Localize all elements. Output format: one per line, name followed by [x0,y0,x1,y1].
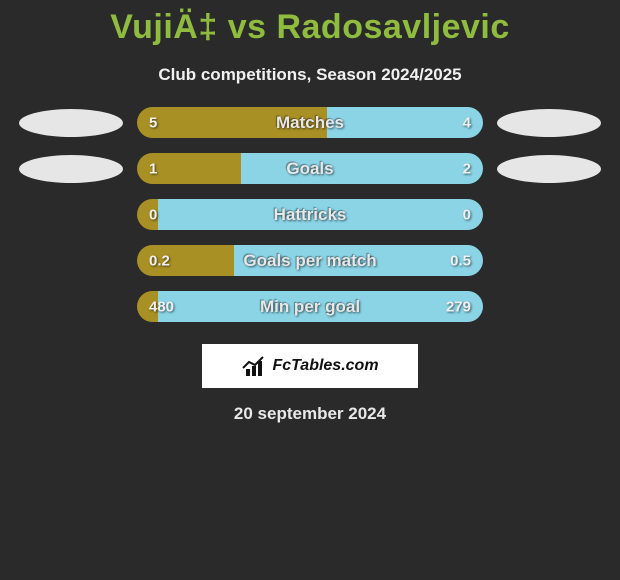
stat-bar: 0.2 0.5 Goals per match [137,245,483,276]
stat-row: 0 0 Hattricks [0,199,620,230]
stat-bar: 0 0 Hattricks [137,199,483,230]
stat-value-left: 0 [149,206,157,223]
brand-text: FcTables.com [272,357,378,375]
stat-row: 0.2 0.5 Goals per match [0,245,620,276]
date-text: 20 september 2024 [0,404,620,424]
player-badge-left [19,155,123,183]
stat-row: 5 4 Matches [0,107,620,138]
stat-value-left: 5 [149,114,157,131]
stat-bar: 1 2 Goals [137,153,483,184]
stat-label: Goals per match [243,251,376,271]
brand-footer: FcTables.com [202,344,418,388]
stat-label: Matches [276,113,344,133]
stat-value-right: 4 [463,114,471,131]
stat-value-left: 480 [149,298,174,315]
bar-fill-right [241,153,483,184]
stat-value-right: 279 [446,298,471,315]
stat-bar: 480 279 Min per goal [137,291,483,322]
stat-label: Min per goal [260,297,360,317]
stat-label: Goals [286,159,333,179]
stat-value-left: 1 [149,160,157,177]
player-badge-right [497,155,601,183]
stat-bar: 5 4 Matches [137,107,483,138]
stat-value-right: 0 [463,206,471,223]
subtitle: Club competitions, Season 2024/2025 [0,65,620,85]
page-title: VujiÄ‡ vs Radosavljevic [0,0,620,47]
player-badge-right [497,109,601,137]
player-badge-left [19,109,123,137]
comparison-rows: 5 4 Matches 1 2 Goals 0 0 Hattricks 0.2 0.5 Goals p… [0,107,620,322]
stat-value-left: 0.2 [149,252,170,269]
stat-value-right: 0.5 [450,252,471,269]
stat-row: 1 2 Goals [0,153,620,184]
stat-label: Hattricks [274,205,347,225]
bar-fill-right [327,107,483,138]
stat-value-right: 2 [463,160,471,177]
chart-icon [241,356,267,376]
stat-row: 480 279 Min per goal [0,291,620,322]
